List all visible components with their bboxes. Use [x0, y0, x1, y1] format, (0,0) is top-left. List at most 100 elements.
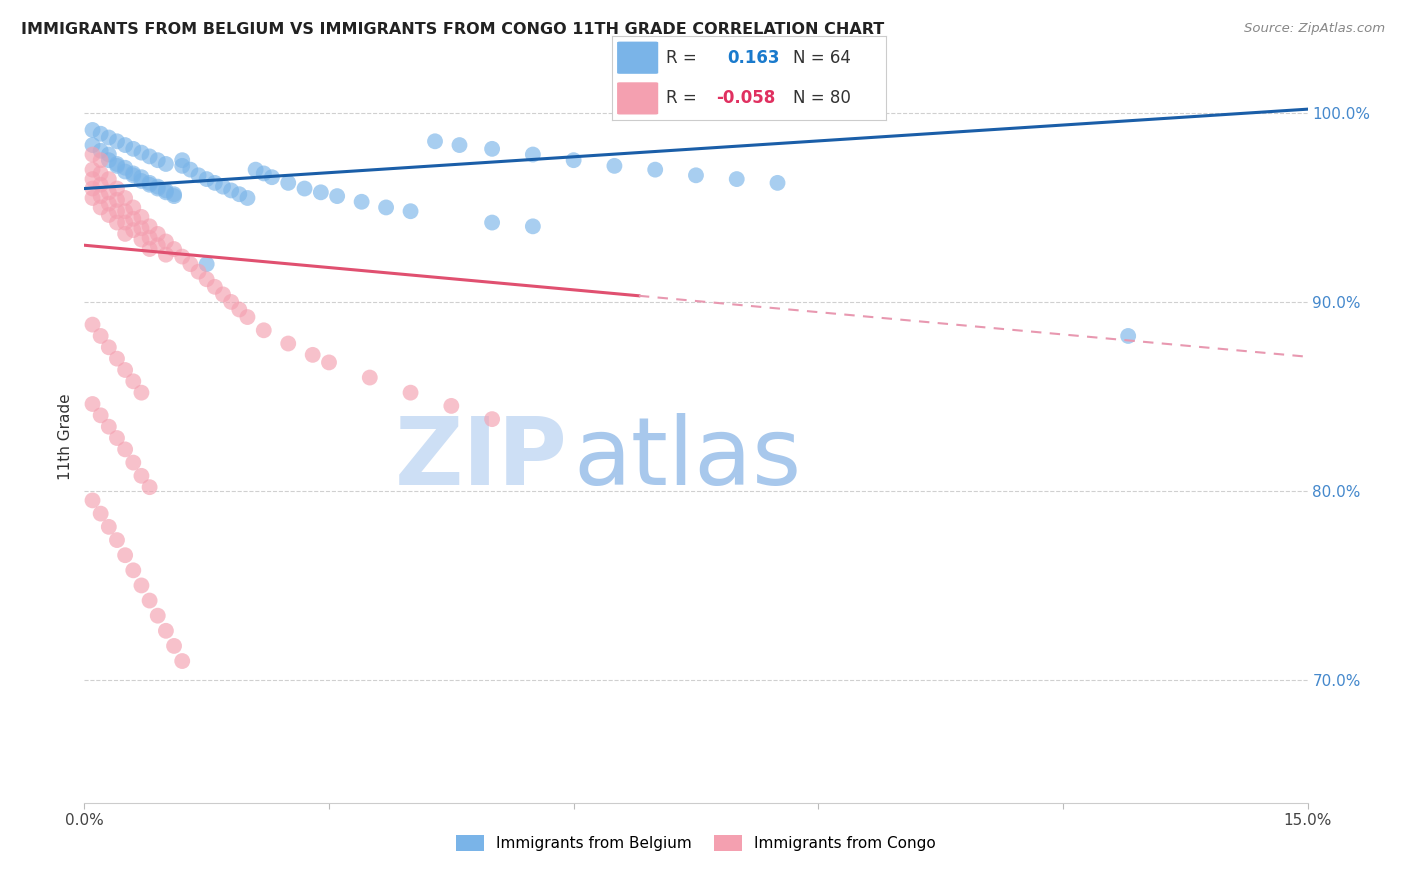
Point [82, 181, 104, 195]
Point [97, 172, 120, 186]
Point [122, 211, 145, 226]
Point [114, 204, 136, 219]
Point [90, 153, 112, 168]
Point [82, 318, 104, 332]
Point [219, 295, 242, 310]
Point [359, 370, 381, 384]
Point [309, 186, 332, 200]
Point [97, 147, 120, 161]
Point [122, 456, 145, 470]
Point [114, 138, 136, 153]
Point [131, 578, 153, 592]
FancyBboxPatch shape [617, 42, 658, 74]
Point [105, 216, 128, 230]
Point [260, 170, 283, 185]
Point [114, 227, 136, 241]
Point [131, 174, 153, 188]
Text: -0.058: -0.058 [716, 89, 775, 107]
Point [122, 223, 145, 237]
Text: R =: R = [666, 49, 697, 67]
Point [105, 533, 128, 547]
Point [138, 230, 160, 244]
Point [318, 355, 340, 369]
Y-axis label: 11th Grade: 11th Grade [58, 393, 73, 481]
Point [603, 159, 626, 173]
Point [146, 153, 169, 168]
Point [375, 201, 398, 215]
Point [114, 161, 136, 175]
Point [105, 431, 128, 445]
Point [90, 507, 112, 521]
Point [481, 412, 503, 426]
Text: 0.163: 0.163 [727, 49, 779, 67]
Point [350, 194, 373, 209]
Point [138, 242, 160, 256]
Point [138, 219, 160, 234]
Point [172, 250, 194, 264]
Point [163, 189, 186, 203]
Point [131, 145, 153, 160]
Point [155, 624, 177, 638]
Point [138, 149, 160, 163]
Point [146, 179, 169, 194]
Point [131, 385, 153, 400]
Point [423, 134, 446, 148]
Point [562, 153, 585, 168]
FancyBboxPatch shape [617, 82, 658, 114]
Point [90, 189, 112, 203]
Point [1116, 329, 1139, 343]
Point [90, 409, 112, 423]
Text: ZIP: ZIP [395, 413, 568, 505]
Point [97, 186, 120, 200]
Text: N = 64: N = 64 [793, 49, 851, 67]
Point [97, 208, 120, 222]
Point [481, 216, 503, 230]
Point [219, 183, 242, 197]
Point [179, 162, 201, 177]
Text: Source: ZipAtlas.com: Source: ZipAtlas.com [1244, 22, 1385, 36]
Point [399, 385, 422, 400]
Point [131, 221, 153, 235]
Point [90, 329, 112, 343]
Point [204, 176, 226, 190]
Point [138, 593, 160, 607]
Point [236, 310, 259, 324]
Point [253, 166, 276, 180]
Point [163, 187, 186, 202]
Point [195, 172, 218, 186]
Point [277, 176, 299, 190]
Point [685, 169, 707, 183]
Point [82, 172, 104, 186]
Point [146, 608, 169, 623]
Point [97, 196, 120, 211]
Point [228, 302, 250, 317]
Text: N = 80: N = 80 [793, 89, 851, 107]
Point [105, 181, 128, 195]
Point [481, 142, 503, 156]
Point [82, 191, 104, 205]
Point [97, 130, 120, 145]
Point [138, 178, 160, 192]
Point [114, 191, 136, 205]
Point [122, 169, 145, 183]
Point [82, 123, 104, 137]
Point [187, 169, 209, 183]
Point [644, 162, 666, 177]
Point [155, 186, 177, 200]
Point [97, 520, 120, 534]
Point [131, 233, 153, 247]
Point [105, 351, 128, 366]
Point [90, 178, 112, 192]
Point [114, 548, 136, 562]
Point [90, 201, 112, 215]
Point [82, 147, 104, 161]
Point [522, 147, 544, 161]
Text: R =: R = [666, 89, 697, 107]
Point [105, 204, 128, 219]
Point [90, 127, 112, 141]
Point [449, 138, 471, 153]
Point [114, 442, 136, 457]
Point [131, 210, 153, 224]
Point [122, 201, 145, 215]
Point [114, 363, 136, 377]
